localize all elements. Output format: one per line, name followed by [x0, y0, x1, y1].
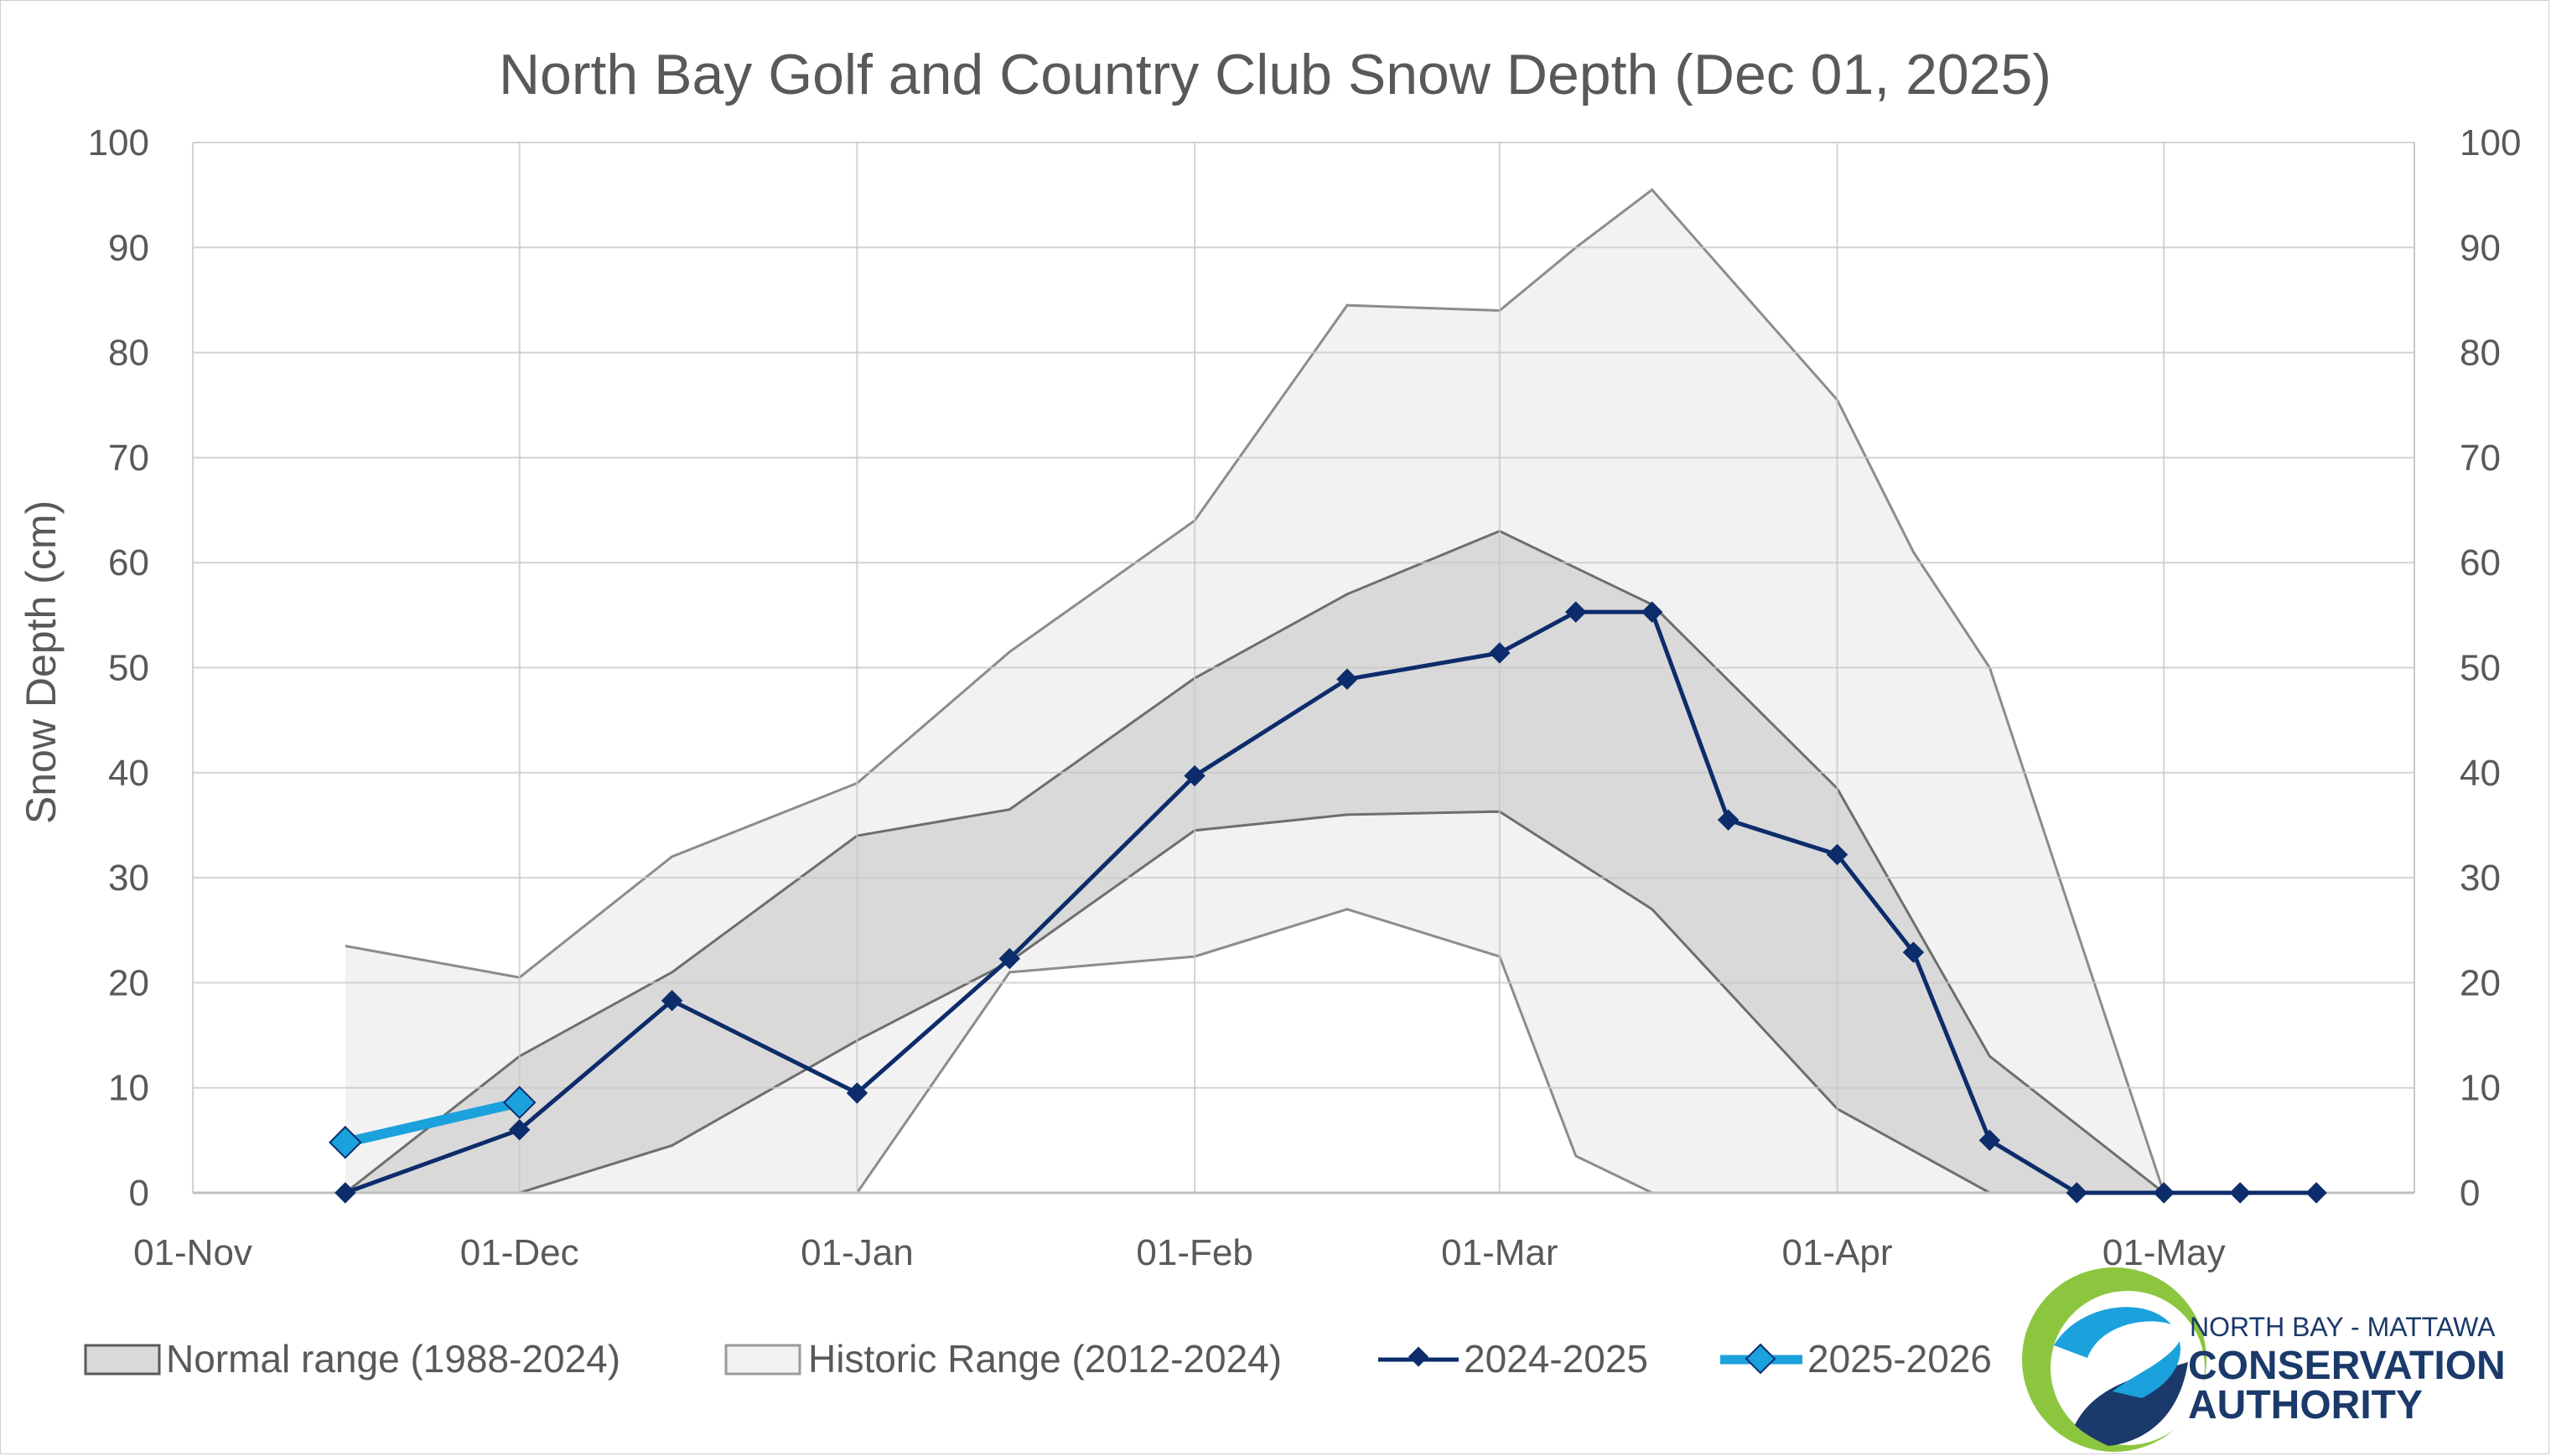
- y-tick-label-right: 60: [2460, 542, 2501, 583]
- y-axis-left-ticks: 0 10 20 30 40 50 60 70 80 90 100: [88, 122, 149, 1214]
- conservation-authority-logo: NORTH BAY - MATTAWA CONSERVATION AUTHORI…: [2022, 1267, 2506, 1452]
- y-tick-label-right: 100: [2460, 122, 2521, 163]
- logo-line-1: NORTH BAY - MATTAWA: [2190, 1312, 2496, 1342]
- legend-label-2024-2025: 2024-2025: [1464, 1337, 1648, 1381]
- x-axis-ticks: 01-Nov 01-Dec 01-Jan 01-Feb 01-Mar 01-Apr 01-M…: [133, 1232, 2226, 1273]
- legend: Normal range (1988-2024) Historic Range …: [84, 1337, 1992, 1381]
- y-tick-label-right: 40: [2460, 753, 2501, 794]
- y-tick-label-right: 70: [2460, 438, 2501, 479]
- marker-2025-2026: [502, 1086, 537, 1120]
- y-tick-label-right: 80: [2460, 333, 2501, 374]
- y-tick-label-right: 20: [2460, 962, 2501, 1003]
- legend-label-historic-range: Historic Range (2012-2024): [808, 1337, 1282, 1381]
- x-tick-label: 01-Nov: [133, 1232, 252, 1273]
- x-tick-label: 01-Mar: [1441, 1232, 1558, 1273]
- y-tick-label-left: 90: [108, 227, 149, 268]
- legend-item-2024-2025[interactable]: 2024-2025: [1378, 1337, 1648, 1381]
- series-layer: [329, 601, 2327, 1204]
- y-tick-label-right: 30: [2460, 858, 2501, 899]
- y-tick-label-right: 50: [2460, 648, 2501, 689]
- y-tick-label-right: 10: [2460, 1068, 2501, 1109]
- y-tick-label-left: 20: [108, 962, 149, 1003]
- marker-2025-2026: [329, 1126, 362, 1159]
- series-line-2025-2026: [340, 1097, 525, 1148]
- normal-range-upper-edge: [344, 529, 2165, 1194]
- y-tick-label-right: 90: [2460, 227, 2501, 268]
- x-tick-label: 01-Feb: [1136, 1232, 1252, 1273]
- x-tick-label: 01-Jan: [801, 1232, 914, 1273]
- legend-marker-2025-2026: [1745, 1343, 1776, 1375]
- logo-line-2: CONSERVATION: [2188, 1344, 2506, 1388]
- y-tick-label-left: 10: [108, 1068, 149, 1109]
- logo-line-3: AUTHORITY: [2188, 1383, 2423, 1428]
- normal-range-lower-edge: [345, 810, 2165, 1194]
- x-tick-label: 01-Dec: [460, 1232, 579, 1273]
- legend-marker-2024-2025: [1408, 1346, 1429, 1367]
- y-axis-right-ticks: 0 10 20 30 40 50 60 70 80 90 100: [2460, 122, 2521, 1214]
- grid-layer: [192, 142, 2415, 1194]
- x-tick-label: 01-May: [2103, 1232, 2226, 1273]
- legend-swatch-normal-range: [84, 1344, 161, 1376]
- y-axis-label: Snow Depth (cm): [18, 500, 65, 824]
- y-tick-label-right: 0: [2460, 1173, 2480, 1214]
- y-tick-label-left: 0: [129, 1173, 149, 1214]
- y-tick-label-left: 80: [108, 333, 149, 374]
- y-tick-label-left: 40: [108, 753, 149, 794]
- x-tick-label: 01-Apr: [1781, 1232, 1892, 1273]
- series-line-2024-2025: [345, 609, 2317, 1195]
- normal-range-layer: [344, 529, 2165, 1194]
- y-tick-label-left: 50: [108, 648, 149, 689]
- historic-range-upper-edge: [345, 188, 2165, 1194]
- chart-title: North Bay Golf and Country Club Snow Dep…: [499, 43, 2051, 106]
- legend-item-historic-range[interactable]: Historic Range (2012-2024): [724, 1337, 1282, 1381]
- legend-item-2025-2026[interactable]: 2025-2026: [1720, 1337, 1992, 1381]
- legend-label-normal-range: Normal range (1988-2024): [166, 1337, 620, 1381]
- normal-range-fill: [345, 531, 2165, 1193]
- legend-label-2025-2026: 2025-2026: [1807, 1337, 1992, 1381]
- legend-item-normal-range[interactable]: Normal range (1988-2024): [84, 1337, 620, 1381]
- y-tick-label-left: 70: [108, 438, 149, 479]
- y-tick-label-left: 100: [88, 122, 149, 163]
- y-tick-label-left: 30: [108, 858, 149, 899]
- y-tick-label-left: 60: [108, 542, 149, 583]
- legend-swatch-historic-range: [724, 1344, 801, 1376]
